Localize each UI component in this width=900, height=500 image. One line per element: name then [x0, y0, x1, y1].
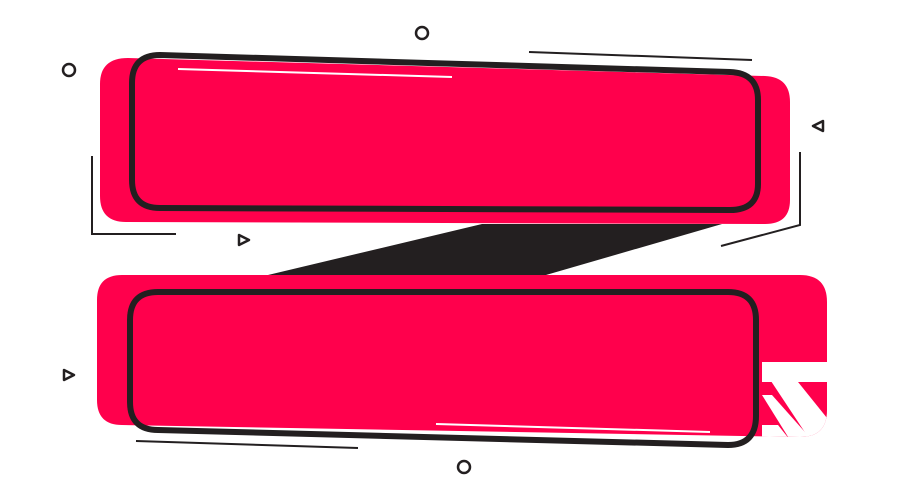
deco-line — [528, 51, 753, 61]
stripe — [762, 425, 790, 437]
deco-triangle — [62, 368, 76, 382]
bottom-banner-outline — [127, 289, 759, 448]
top-highlight — [177, 68, 453, 78]
bottom-banner-fill — [97, 275, 827, 437]
stripes — [762, 362, 827, 437]
deco-corner — [91, 156, 176, 235]
deco-circle — [456, 459, 472, 475]
top-banner-outline — [129, 52, 761, 213]
deco-triangle — [811, 119, 825, 133]
top-banner-fill — [100, 58, 790, 224]
deco-circle — [414, 25, 430, 41]
deco-line — [135, 440, 359, 449]
connector-band — [268, 224, 722, 275]
deco-corner — [720, 152, 801, 247]
deco-circle — [61, 62, 77, 78]
deco-triangle — [237, 233, 251, 247]
stripe — [765, 372, 827, 437]
stripe — [762, 395, 812, 437]
bottom-highlight — [435, 423, 711, 433]
